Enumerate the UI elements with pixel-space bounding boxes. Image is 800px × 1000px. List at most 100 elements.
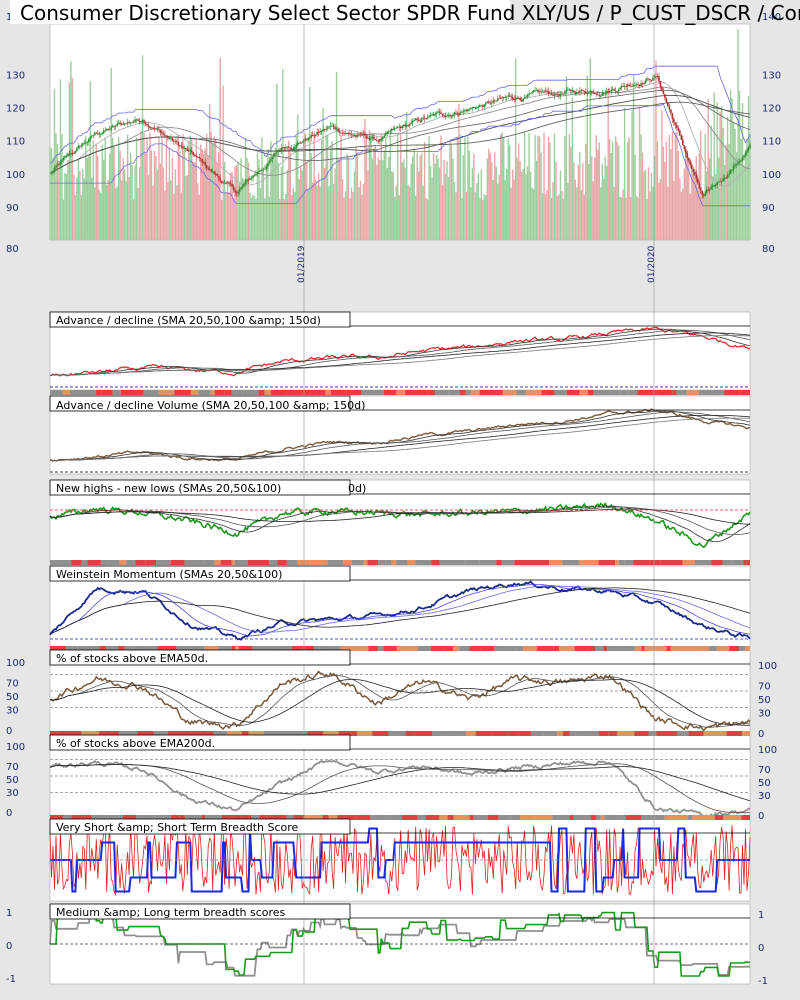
volume-bar [220, 199, 223, 240]
volume-bar [320, 140, 323, 240]
candle-body [168, 137, 171, 139]
candle-body [677, 127, 680, 131]
candle-body [540, 91, 542, 93]
volume-bar [625, 197, 627, 240]
candle-body [561, 94, 563, 95]
candle-body [490, 102, 493, 104]
signal-strip-segment [238, 646, 253, 651]
signal-strip-segment [96, 390, 102, 395]
volume-bar [88, 155, 90, 240]
price-y-tick-left: 90 [6, 203, 19, 214]
candle-body [510, 96, 512, 98]
volume-bar [373, 148, 375, 240]
candle-body [90, 135, 93, 137]
price-y-tick-right: 90 [762, 203, 775, 214]
candle-body [158, 129, 160, 131]
candle-body [231, 183, 233, 187]
signal-strip-segment [69, 731, 82, 736]
candle-body [264, 168, 266, 170]
signal-strip-segment [386, 815, 402, 820]
panel-title-box [49, 311, 351, 328]
adv-panel-title: Advance / decline Volume (SMA 20,50,100 … [56, 399, 365, 412]
volume-bar [198, 194, 200, 240]
candle-body [256, 172, 259, 175]
volume-bar [695, 156, 697, 240]
volume-bar [334, 168, 336, 240]
volume-bar [617, 145, 620, 240]
volume-bar [707, 99, 709, 240]
candle-body [86, 142, 89, 143]
volume-bar [691, 171, 693, 240]
volume-bar [191, 137, 193, 240]
signal-strip-segment [469, 646, 481, 651]
candle-body [204, 162, 207, 166]
signal-strip-segment [634, 731, 649, 736]
candle-body [743, 155, 745, 158]
candle-body [258, 171, 260, 173]
candle-body [153, 128, 156, 130]
candle-body [611, 89, 614, 91]
candle-body [496, 98, 499, 101]
volume-bar [635, 195, 638, 240]
volume-bar [203, 153, 205, 240]
candle-body [213, 171, 215, 174]
candle-body [137, 119, 139, 121]
candle-body [179, 145, 181, 147]
signal-strip-segment [201, 815, 206, 820]
candle-body [373, 136, 375, 140]
e200y-right: 30 [758, 791, 771, 802]
candle-body [371, 136, 374, 139]
signal-strip-segment [443, 646, 453, 651]
volume-bar [155, 156, 157, 240]
candle-body [614, 90, 617, 92]
volume-bar [162, 167, 165, 240]
volume-bar [197, 183, 199, 240]
volume-bar [441, 185, 444, 240]
candle-body [550, 92, 553, 95]
candle-body [740, 160, 742, 162]
candle-body [61, 160, 63, 162]
signal-strip-segment [670, 646, 686, 651]
panel-title-box [49, 649, 351, 666]
signal-strip-segment [668, 731, 678, 736]
volume-bar [671, 131, 674, 240]
candle-body [414, 118, 417, 121]
signal-strip-segment [574, 646, 589, 651]
volume-bar [447, 177, 450, 240]
signal-strip-segment [536, 646, 554, 651]
volume-bar [473, 153, 475, 240]
volume-bar [410, 163, 412, 240]
candle-body [493, 100, 496, 102]
volume-bar [583, 194, 586, 240]
volume-bar [710, 125, 712, 240]
candle-body [161, 132, 163, 134]
candle-body [514, 97, 517, 100]
volume-bar [604, 156, 606, 240]
candle-body [698, 183, 701, 188]
volume-bar [632, 75, 635, 241]
volume-bar [562, 198, 565, 240]
signal-strip-segment [692, 815, 706, 820]
volume-bar [109, 153, 111, 240]
signal-strip-segment [101, 390, 113, 395]
signal-strip-segment [745, 815, 750, 820]
volume-bar [477, 173, 480, 240]
candle-body [367, 137, 369, 139]
volume-bar [131, 165, 133, 240]
candle-body [564, 91, 566, 94]
volume-bar [453, 181, 456, 240]
volume-bar [264, 198, 266, 240]
volume-bar [577, 165, 580, 240]
volume-bar [619, 196, 621, 240]
signal-strip-segment [501, 560, 515, 565]
candle-body [83, 142, 86, 144]
candle-body [164, 134, 166, 136]
signal-strip-segment [242, 390, 259, 395]
candle-body [162, 133, 165, 135]
signal-strip-segment [190, 390, 199, 395]
volume-bar [697, 187, 699, 240]
signal-strip-segment [252, 646, 258, 651]
candle-body [307, 137, 310, 141]
volume-bar [374, 144, 377, 240]
signal-strip-segment [153, 731, 168, 736]
